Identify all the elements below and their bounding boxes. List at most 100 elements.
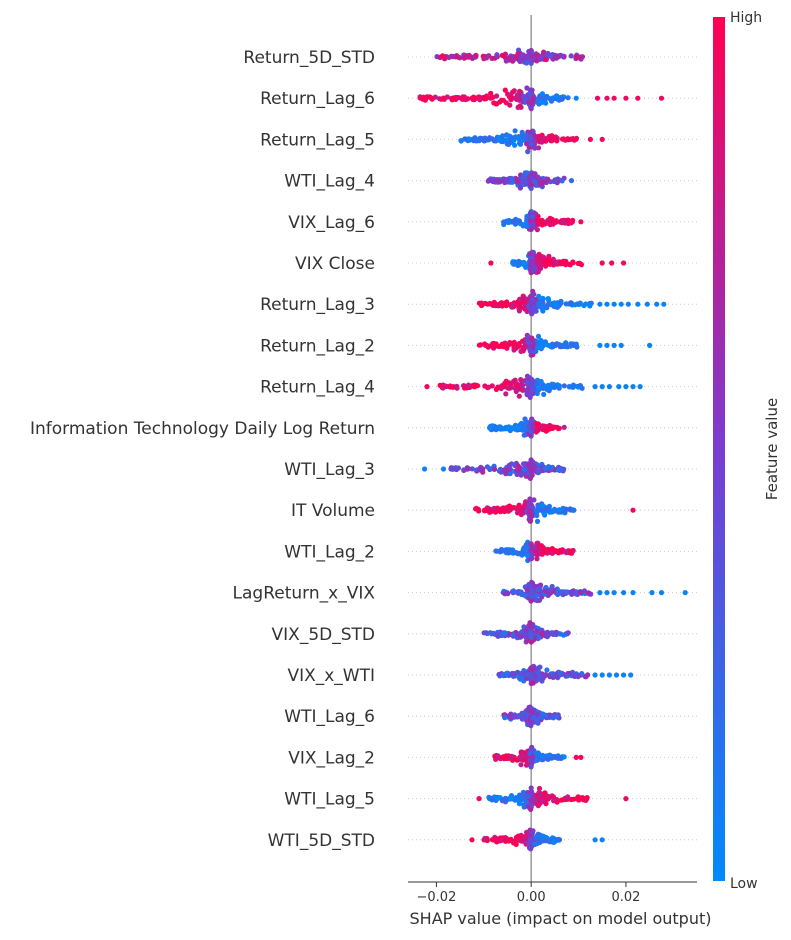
shap-point: [482, 300, 488, 306]
shap-point: [541, 49, 547, 55]
feature-label-vix-x-wti: VIX_x_WTI: [287, 666, 375, 686]
shap-point: [573, 341, 579, 347]
shap-point: [512, 128, 518, 134]
shap-point: [483, 630, 489, 636]
shap-point-outlier: [682, 590, 688, 596]
shap-point: [565, 137, 572, 143]
shap-point: [532, 841, 538, 848]
shap-point: [528, 635, 534, 641]
shap-point: [523, 836, 529, 842]
shap-point: [510, 632, 516, 638]
shap-point: [516, 134, 522, 140]
shap-point: [527, 347, 533, 353]
feature-label-return-lag-4: Return_Lag_4: [260, 378, 375, 398]
shap-point-outlier: [440, 466, 447, 472]
shap-point: [517, 671, 523, 677]
shap-point: [523, 137, 530, 143]
shap-point: [494, 52, 500, 58]
shap-point: [537, 587, 543, 593]
shap-point: [549, 713, 555, 720]
shap-point: [568, 300, 574, 306]
shap-point: [514, 797, 520, 803]
shap-point: [577, 589, 583, 595]
colorbar-low-label: Low: [730, 876, 758, 892]
shap-point: [545, 342, 551, 348]
shap-point: [556, 467, 562, 473]
shap-point: [536, 674, 543, 680]
colorbar-gradient: [713, 17, 725, 881]
swarm-wti-lag-2: [493, 539, 576, 564]
shap-point: [535, 145, 542, 151]
shap-point: [506, 462, 512, 468]
swarm-return-5d-std: [434, 47, 586, 66]
feature-label-vix-close: VIX Close: [295, 254, 375, 274]
shap-point-outlier: [661, 301, 667, 307]
shap-point: [510, 219, 516, 225]
shap-point: [490, 837, 496, 843]
shap-point: [484, 464, 490, 470]
feature-label-information-technology-daily-log-return: Information Technology Daily Log Return: [30, 419, 375, 439]
shap-point: [561, 632, 567, 638]
swarm-it-volume: [473, 496, 636, 525]
shap-point: [505, 426, 511, 432]
shap-point: [511, 88, 517, 94]
shap-point: [492, 466, 498, 472]
shap-point-outlier: [644, 301, 650, 307]
shap-point: [507, 503, 513, 509]
shap-point: [440, 53, 446, 59]
shap-point-outlier: [621, 260, 627, 266]
shap-point: [450, 53, 456, 60]
shap-point: [543, 56, 549, 63]
shap-point: [516, 262, 522, 268]
shap-point: [583, 674, 589, 680]
shap-point-outlier: [592, 672, 598, 678]
shap-point: [527, 518, 533, 524]
shap-point-outlier: [630, 384, 636, 390]
shap-point: [577, 301, 583, 307]
shap-point: [553, 218, 559, 224]
swarm-return-lag-3: [476, 288, 667, 317]
shap-point: [458, 138, 464, 144]
shap-point: [541, 391, 547, 397]
shap-point: [520, 293, 526, 299]
shap-point: [526, 424, 532, 430]
shap-point: [563, 550, 569, 556]
shap-point: [524, 545, 530, 551]
shap-point-outlier: [618, 342, 624, 348]
shap-point: [537, 664, 543, 670]
shap-point: [556, 507, 562, 513]
shap-point-outlier: [611, 342, 617, 348]
x-tick-label: 0.02: [611, 890, 640, 905]
shap-point: [485, 343, 491, 349]
shap-point: [526, 48, 532, 55]
shap-point: [516, 218, 523, 224]
shap-point: [477, 97, 483, 103]
shap-point: [497, 137, 503, 143]
shap-point: [577, 383, 584, 389]
shap-point: [544, 667, 550, 673]
shap-point: [528, 141, 534, 147]
shap-point: [554, 93, 560, 99]
shap-point-outlier: [625, 301, 631, 307]
shap-point: [577, 54, 583, 60]
feature-labels: Return_5D_STD Return_Lag_6 Return_Lag_5 WTI…: [30, 48, 375, 851]
shap-point: [544, 220, 551, 226]
shap-point: [525, 303, 532, 309]
shap-point: [503, 471, 509, 477]
shap-point: [513, 424, 519, 430]
shap-point: [538, 302, 544, 308]
shap-point: [535, 421, 541, 427]
shap-point: [504, 219, 510, 225]
shap-point-outlier: [599, 136, 605, 142]
shap-point: [545, 793, 552, 800]
shap-point-outlier: [424, 384, 430, 390]
shap-point: [539, 139, 545, 145]
shap-point: [530, 129, 536, 135]
shap-point: [483, 96, 489, 102]
feature-label-lagreturn-x-vix: LagReturn_x_VIX: [233, 584, 376, 604]
shap-point: [512, 346, 518, 352]
shap-point: [492, 342, 499, 348]
shap-point: [509, 304, 515, 310]
shap-point: [481, 508, 488, 514]
shap-point: [544, 506, 550, 512]
